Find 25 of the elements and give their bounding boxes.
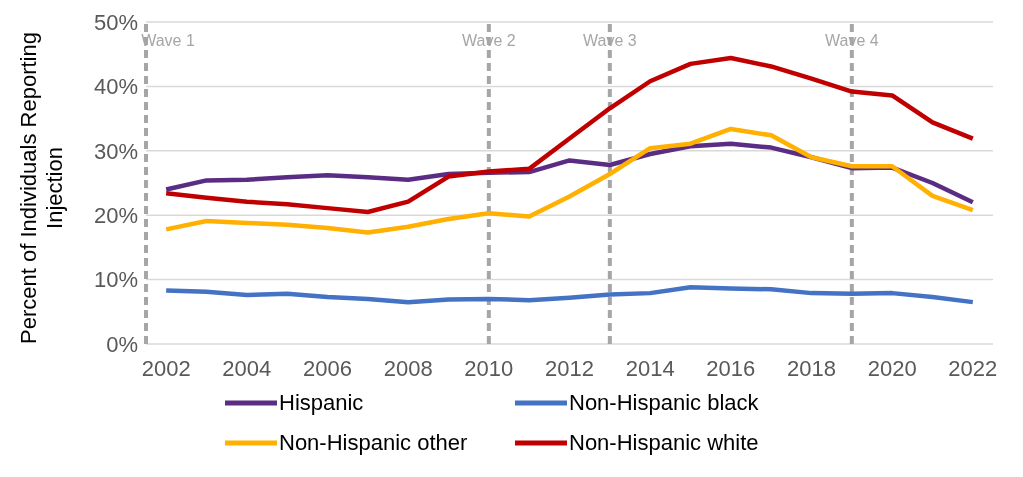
x-tick-label: 2022 bbox=[948, 355, 998, 381]
line-series bbox=[163, 55, 976, 215]
x-tick-label: 2008 bbox=[383, 355, 433, 381]
y-tick-label: 20% bbox=[93, 203, 138, 229]
x-tick-label: 2016 bbox=[706, 355, 756, 381]
x-tick-label: 2002 bbox=[141, 355, 191, 381]
legend-label: Non-Hispanic other bbox=[279, 430, 468, 456]
y-tick-label: 50% bbox=[93, 9, 138, 35]
x-tick-label: 2014 bbox=[625, 355, 675, 381]
line-series bbox=[163, 126, 976, 235]
legend-label: Non-Hispanic black bbox=[569, 390, 759, 416]
x-tick-label: 2006 bbox=[303, 355, 352, 381]
legend-label: Hispanic bbox=[279, 390, 364, 416]
y-tick-label: 40% bbox=[93, 74, 138, 100]
x-tick-label: 2004 bbox=[222, 355, 272, 381]
x-tick-label: 2018 bbox=[787, 355, 836, 381]
x-tick-label: 2020 bbox=[867, 355, 917, 381]
y-axis-title: Percent of Individuals Reporting Injection bbox=[16, 32, 67, 344]
x-tick-label: 2012 bbox=[545, 355, 594, 381]
x-tick-label: 2010 bbox=[464, 355, 514, 381]
y-tick-label: 0% bbox=[106, 331, 138, 357]
y-tick-label: 10% bbox=[93, 267, 138, 293]
legend-label: Non-Hispanic white bbox=[569, 430, 759, 456]
y-tick-label: 30% bbox=[93, 138, 138, 164]
line-series bbox=[163, 285, 976, 305]
